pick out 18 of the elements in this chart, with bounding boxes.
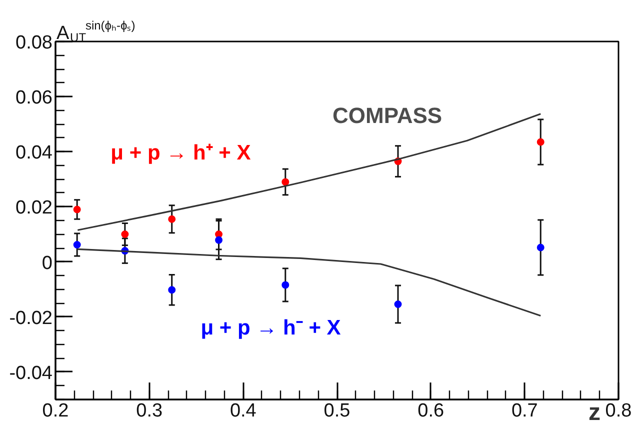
x-tick-label: 0.2 xyxy=(42,400,69,422)
x-tick-label: 0.3 xyxy=(136,400,163,422)
series-label: μ + p → h⁺ + X xyxy=(110,142,251,165)
y-tick-label: 0.04 xyxy=(16,142,53,164)
x-axis-title: z xyxy=(588,399,600,426)
y-tick-label: -0.04 xyxy=(9,362,53,384)
y-tick-label: 0.02 xyxy=(16,198,53,219)
x-tick-label: 0.8 xyxy=(605,400,632,422)
y-tick-label: 0.06 xyxy=(16,88,53,109)
x-tick-label: 0.5 xyxy=(324,400,350,422)
x-tick-label: 0.7 xyxy=(511,400,538,422)
y-tick-label: 0 xyxy=(42,252,53,274)
y-tick-label: 0.08 xyxy=(16,32,53,54)
y-tick-label: -0.02 xyxy=(9,308,53,329)
x-tick-label: 0.4 xyxy=(230,400,257,422)
annotation: COMPASS xyxy=(332,103,442,128)
x-tick-label: 0.6 xyxy=(418,400,444,422)
series-label: μ + p → h⁻ + X xyxy=(200,316,341,340)
